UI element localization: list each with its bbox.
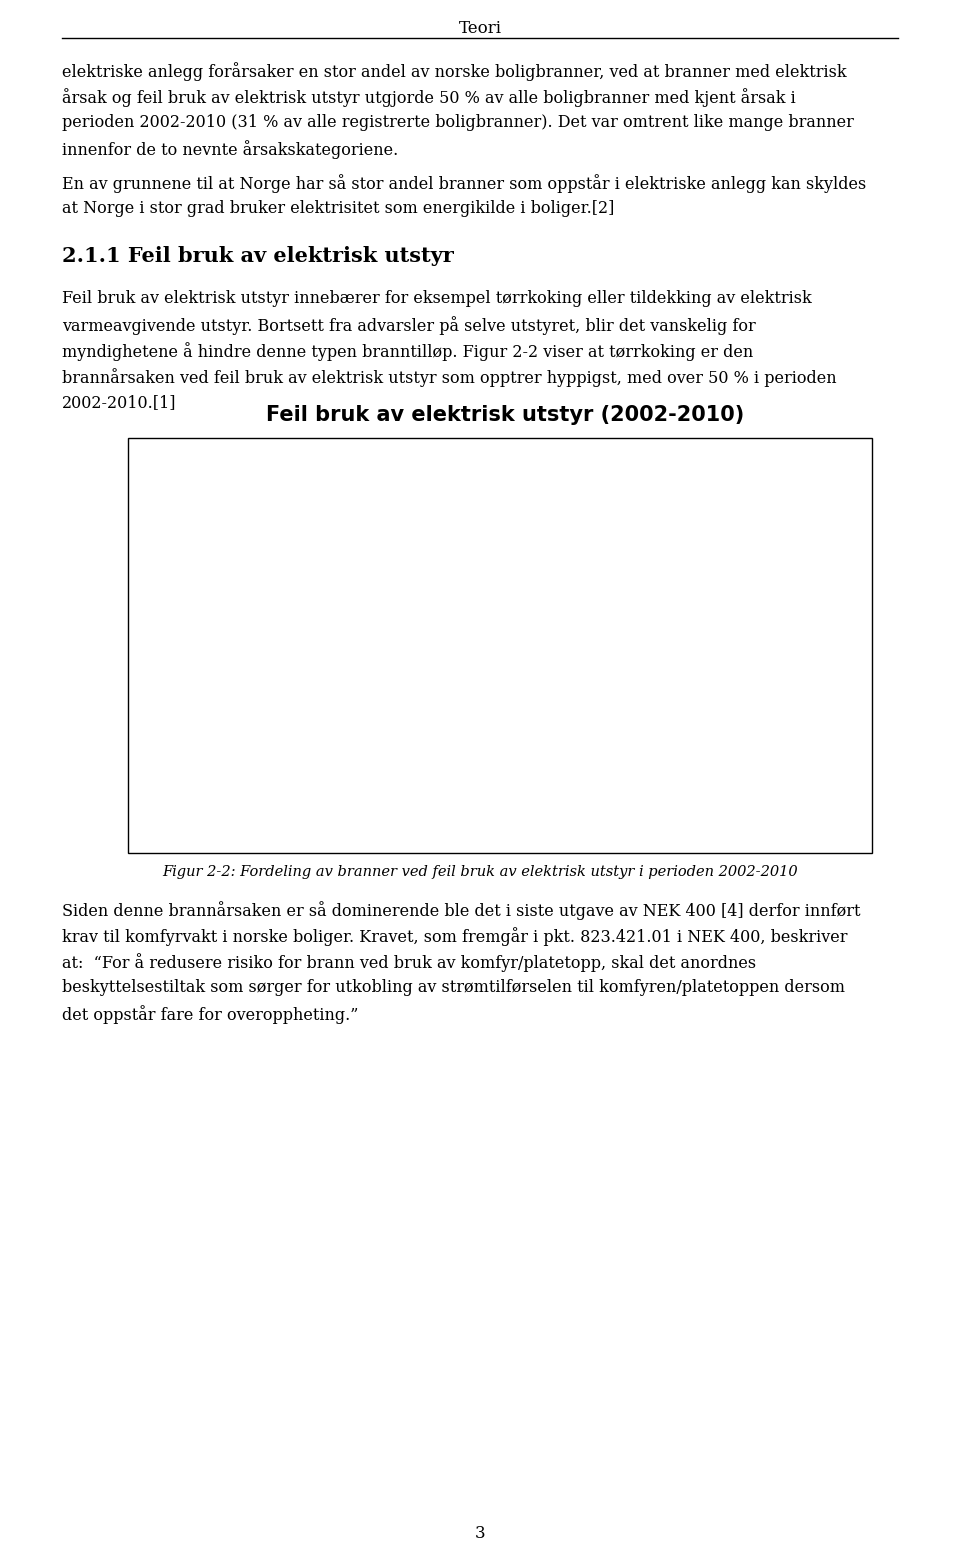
- Wedge shape: [351, 565, 505, 639]
- Text: elektriske anlegg forårsaker en stor andel av norske boligbranner, ved at branne: elektriske anlegg forårsaker en stor and…: [62, 62, 847, 80]
- Text: at:  “For å redusere risiko for brann ved bruk av komfyr/platetopp, skal det ano: at: “For å redusere risiko for brann ved…: [62, 954, 756, 972]
- Text: Teori: Teori: [459, 20, 501, 37]
- Text: perioden 2002-2010 (31 % av alle registrerte boligbranner). Det var omtrent like: perioden 2002-2010 (31 % av alle registr…: [62, 114, 853, 131]
- Text: 2.1.1 Feil bruk av elektrisk utstyr: 2.1.1 Feil bruk av elektrisk utstyr: [62, 245, 454, 265]
- Text: Siden denne brannårsaken er så dominerende ble det i siste utgave av NEK 400 [4]: Siden denne brannårsaken er så domineren…: [62, 901, 860, 920]
- Text: det oppstår fare for overoppheting.”: det oppstår fare for overoppheting.”: [62, 1004, 358, 1025]
- Text: brannårsaken ved feil bruk av elektrisk utstyr som opptrer hyppigst, med over 50: brannårsaken ved feil bruk av elektrisk …: [62, 367, 836, 387]
- Text: Feil bruk av elektrisk utstyr innebærer for eksempel tørrkoking eller tildekking: Feil bruk av elektrisk utstyr innebærer …: [62, 290, 812, 307]
- Text: 50,74 %: 50,74 %: [561, 446, 617, 460]
- Legend: Tørrkoking, Tildekking, Stråling, Dårlig vedlikehold, Annet: Tørrkoking, Tildekking, Stråling, Dårlig…: [596, 580, 750, 696]
- Text: krav til komfyrvakt i norske boliger. Kravet, som fremgår i pkt. 823.421.01 i NE: krav til komfyrvakt i norske boliger. Kr…: [62, 927, 848, 946]
- Text: at Norge i stor grad bruker elektrisitet som energikilde i boliger.[2]: at Norge i stor grad bruker elektrisitet…: [62, 201, 614, 218]
- Text: 1,63 %: 1,63 %: [676, 599, 724, 613]
- Wedge shape: [351, 630, 505, 784]
- Text: årsak og feil bruk av elektrisk utstyr utgjorde 50 % av alle boligbranner med kj: årsak og feil bruk av elektrisk utstyr u…: [62, 88, 796, 106]
- Text: En av grunnene til at Norge har så stor andel branner som oppstår i elektriske a: En av grunnene til at Norge har så stor …: [62, 174, 866, 193]
- Title: Feil bruk av elektrisk utstyr (2002-2010): Feil bruk av elektrisk utstyr (2002-2010…: [266, 406, 744, 426]
- Text: 8,01 %: 8,01 %: [673, 582, 721, 596]
- Text: 2002-2010.[1]: 2002-2010.[1]: [62, 393, 177, 410]
- Wedge shape: [366, 551, 505, 630]
- Text: 3: 3: [474, 1524, 486, 1541]
- Text: myndighetene å hindre denne typen branntilløp. Figur 2-2 viser at tørrkoking er : myndighetene å hindre denne typen brannt…: [62, 343, 754, 361]
- Text: innenfor de to nevnte årsakskategoriene.: innenfor de to nevnte årsakskategoriene.: [62, 140, 398, 159]
- Text: 16,33 %: 16,33 %: [673, 630, 730, 643]
- Wedge shape: [497, 477, 659, 784]
- Wedge shape: [373, 477, 505, 630]
- Text: 23,29 %: 23,29 %: [651, 532, 708, 546]
- Text: Figur 2-2: Fordeling av branner ved feil bruk av elektrisk utstyr i perioden 200: Figur 2-2: Fordeling av branner ved feil…: [162, 866, 798, 880]
- Text: beskyttelsestiltak som sørger for utkobling av strømtilførselen til komfyren/pla: beskyttelsestiltak som sørger for utkobl…: [62, 978, 845, 995]
- Text: varmeavgivende utstyr. Bortsett fra advarsler på selve utstyret, blir det vanske: varmeavgivende utstyr. Bortsett fra adva…: [62, 316, 756, 335]
